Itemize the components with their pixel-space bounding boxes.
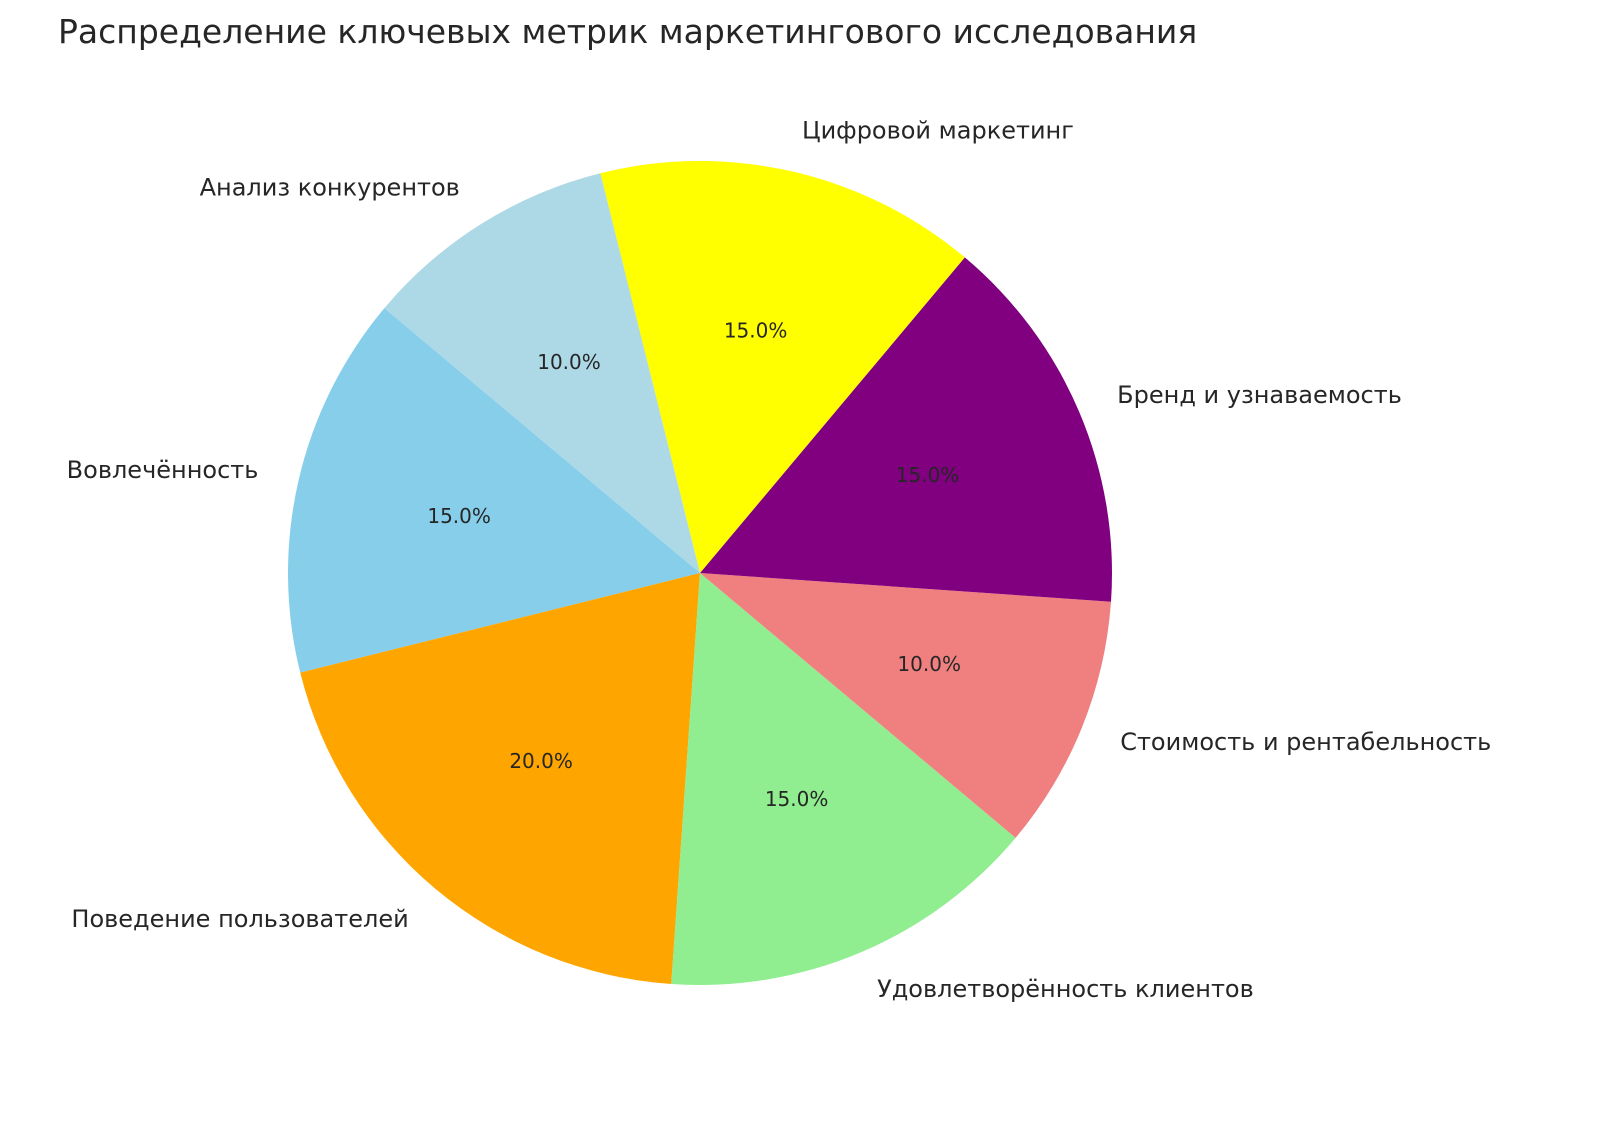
- slice-label: Цифровой маркетинг: [802, 116, 1074, 144]
- slice-percent-label: 10.0%: [537, 350, 601, 374]
- slice-label: Поведение пользователей: [71, 905, 408, 933]
- slice-percent-label: 10.0%: [897, 652, 961, 676]
- slice-label: Бренд и узнаваемость: [1117, 381, 1402, 409]
- pie-slice: [384, 173, 700, 573]
- slice-percent-label: 20.0%: [509, 749, 573, 773]
- slice-label: Вовлечённость: [67, 456, 259, 484]
- pie-slice: [700, 257, 1112, 602]
- slice-percent-label: 15.0%: [896, 463, 960, 487]
- slice-percent-label: 15.0%: [427, 504, 491, 528]
- slice-percent-label: 15.0%: [724, 319, 788, 343]
- slice-label: Анализ конкурентов: [200, 174, 460, 202]
- slice-label: Удовлетворённость клиентов: [877, 975, 1254, 1003]
- pie-slice: [300, 573, 700, 984]
- pie-slice: [671, 573, 1016, 986]
- slice-percent-label: 15.0%: [765, 787, 829, 811]
- pie-slice: [700, 573, 1111, 838]
- slice-label: Стоимость и рентабельность: [1120, 728, 1491, 756]
- pie-slice: [288, 308, 700, 673]
- pie-slice: [600, 161, 965, 573]
- chart-title: Распределение ключевых метрик маркетинго…: [58, 12, 1198, 51]
